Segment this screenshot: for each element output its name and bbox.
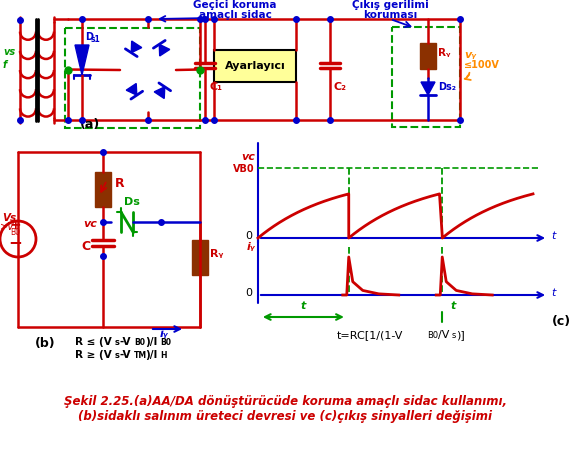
Text: 0: 0 — [245, 231, 252, 241]
Text: Geçici koruma: Geçici koruma — [193, 0, 277, 10]
Text: R: R — [115, 177, 125, 190]
Polygon shape — [154, 87, 165, 99]
Bar — [214, 50, 296, 82]
Text: (b)sidaklı salınım üreteci devresi ve (c)çıkış sinyalleri değişimi: (b)sidaklı salınım üreteci devresi ve (c… — [78, 410, 492, 423]
Text: )/I: )/I — [145, 337, 157, 347]
Text: s: s — [452, 331, 457, 340]
Text: s: s — [115, 351, 120, 360]
Text: s: s — [115, 338, 120, 347]
Polygon shape — [421, 82, 435, 95]
Text: Rᵧ: Rᵧ — [438, 48, 450, 58]
Text: iᵧ: iᵧ — [160, 329, 169, 339]
Text: B0: B0 — [10, 228, 20, 237]
Text: TM: TM — [134, 351, 147, 360]
Text: R ≤ (V: R ≤ (V — [75, 337, 112, 347]
Bar — [192, 240, 208, 275]
Text: t: t — [551, 288, 555, 298]
Text: vc: vc — [83, 219, 97, 229]
Text: >V: >V — [0, 222, 15, 232]
Text: t: t — [450, 301, 455, 311]
Text: vᵧ: vᵧ — [464, 50, 476, 60]
Polygon shape — [75, 45, 89, 75]
Text: Şekil 2.25.(a)AA/DA dönüştürücüde koruma amaçlı sidac kullanımı,: Şekil 2.25.(a)AA/DA dönüştürücüde koruma… — [63, 395, 507, 408]
Bar — [420, 43, 436, 69]
Bar — [65, 28, 200, 128]
Text: +: + — [9, 218, 21, 232]
Text: C₁: C₁ — [209, 82, 222, 92]
Text: B0: B0 — [427, 331, 438, 340]
Text: 0: 0 — [245, 288, 252, 298]
Bar — [392, 27, 460, 127]
Text: koruması: koruması — [363, 10, 417, 20]
Text: s1: s1 — [91, 35, 101, 44]
Text: H: H — [160, 351, 166, 360]
Polygon shape — [159, 44, 170, 56]
Text: (a): (a) — [80, 118, 100, 131]
Text: f: f — [3, 60, 7, 70]
Text: Çıkış gerilimi: Çıkış gerilimi — [352, 0, 429, 10]
Text: -V: -V — [119, 337, 131, 347]
Text: vc: vc — [241, 152, 255, 162]
Text: C₂: C₂ — [334, 82, 347, 92]
Text: −: − — [8, 233, 22, 251]
Text: VB0: VB0 — [233, 164, 255, 174]
Text: vs: vs — [3, 47, 15, 57]
Text: t=RC[1/(1-V: t=RC[1/(1-V — [337, 330, 403, 340]
Text: ≤100V: ≤100V — [464, 60, 500, 70]
Text: Ayarlayıcı: Ayarlayıcı — [225, 61, 286, 71]
Text: )/I: )/I — [145, 350, 157, 360]
Text: (c): (c) — [552, 315, 570, 328]
Text: B0: B0 — [160, 338, 171, 347]
Text: t: t — [301, 301, 306, 311]
Text: )]: )] — [456, 330, 465, 340]
Text: t: t — [551, 231, 555, 241]
Text: -V: -V — [119, 350, 131, 360]
Text: Vs: Vs — [2, 213, 16, 223]
Text: /V: /V — [438, 330, 449, 340]
Text: B0: B0 — [134, 338, 145, 347]
Text: Ds: Ds — [124, 197, 140, 207]
Text: (b): (b) — [35, 337, 56, 350]
Text: Rᵧ: Rᵧ — [210, 249, 223, 259]
Text: D: D — [85, 32, 93, 42]
Text: amaçlı sidac: amaçlı sidac — [198, 10, 271, 20]
Polygon shape — [126, 83, 137, 95]
Text: C: C — [81, 240, 90, 253]
Bar — [95, 172, 111, 207]
Text: iᵧ: iᵧ — [246, 242, 255, 252]
Text: R ≥ (V: R ≥ (V — [75, 350, 112, 360]
Polygon shape — [131, 41, 142, 53]
Text: Ds₂: Ds₂ — [438, 82, 456, 92]
